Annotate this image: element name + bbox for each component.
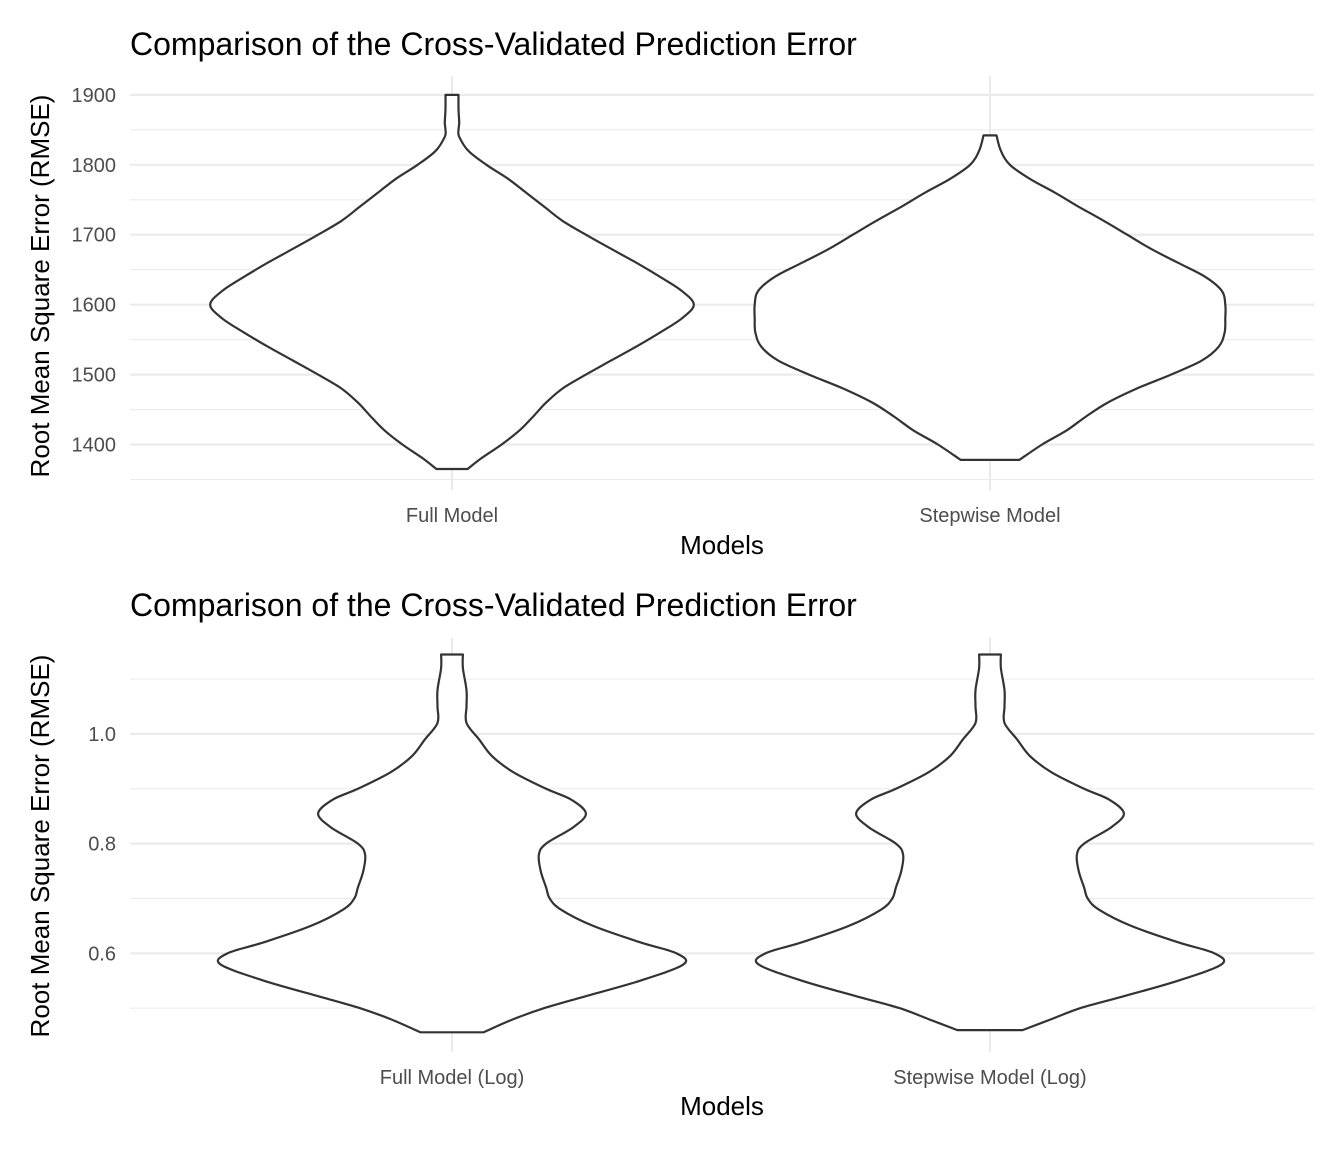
x-tick-label: Full Model — [406, 505, 498, 527]
chart-title: Comparison of the Cross-Validated Predic… — [130, 587, 857, 623]
y-axis-title: Root Mean Square Error (RMSE) — [25, 655, 55, 1038]
violin-full-model — [209, 93, 695, 471]
y-tick-label: 1700 — [72, 225, 117, 247]
y-tick-label: 1400 — [72, 435, 117, 457]
x-tick-label: Stepwise Model — [919, 505, 1060, 527]
y-tick-labels: 1400 1500 1600 1700 1800 1900 — [72, 85, 117, 457]
y-tick-label: 0.6 — [88, 943, 116, 965]
violins — [216, 653, 1226, 1034]
y-tick-label: 1800 — [72, 155, 117, 177]
panel-top: Comparison of the Cross-Validated Predic… — [25, 26, 1314, 560]
x-tick-labels: Full Model Stepwise Model — [406, 505, 1061, 527]
y-tick-label: 0.8 — [88, 834, 116, 856]
y-tick-label: 1600 — [72, 295, 117, 317]
panel-bottom: Comparison of the Cross-Validated Predic… — [25, 587, 1314, 1121]
y-axis-title: Root Mean Square Error (RMSE) — [25, 95, 55, 478]
x-tick-label: Full Model (Log) — [380, 1067, 525, 1089]
violin-stepwise-model-log — [754, 653, 1226, 1032]
violin-full-model-log — [216, 653, 688, 1034]
violin-stepwise-model — [753, 134, 1227, 461]
y-tick-label: 1.0 — [88, 724, 116, 746]
violins — [209, 93, 1227, 471]
x-axis-title: Models — [680, 1091, 764, 1121]
y-tick-label: 1900 — [72, 85, 117, 107]
y-tick-label: 1500 — [72, 365, 117, 387]
y-tick-labels: 0.6 0.8 1.0 — [88, 724, 116, 965]
chart-title: Comparison of the Cross-Validated Predic… — [130, 26, 857, 62]
x-axis-title: Models — [680, 530, 764, 560]
x-tick-label: Stepwise Model (Log) — [893, 1067, 1086, 1089]
x-tick-labels: Full Model (Log) Stepwise Model (Log) — [380, 1067, 1087, 1089]
